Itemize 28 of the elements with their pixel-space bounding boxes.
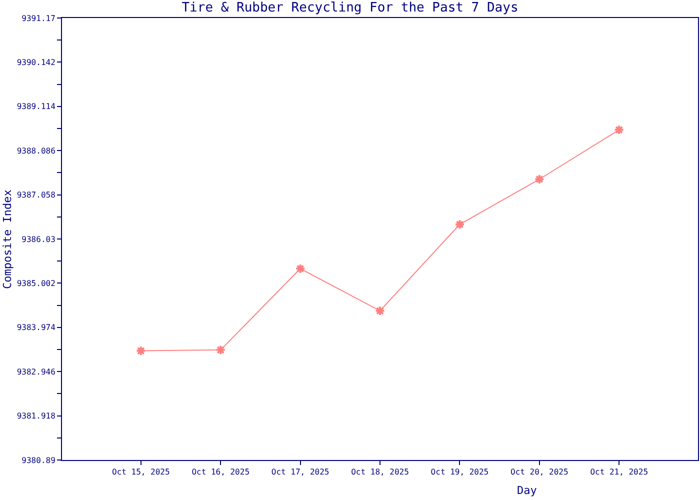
- y-tick-label: 9385.002: [16, 279, 56, 288]
- point: [614, 124, 624, 135]
- y-tick-label: 9381.918: [16, 412, 56, 421]
- point: [374, 306, 386, 316]
- point: [215, 344, 226, 356]
- x-tick-label: Oct 18, 2025: [351, 468, 410, 477]
- x-tick-label: Oct 20, 2025: [510, 468, 568, 477]
- x-tick-label: Oct 19, 2025: [430, 468, 489, 477]
- y-axis-title: Composite Index: [1, 189, 14, 289]
- x-tick-label: Oct 16, 2025: [192, 468, 250, 477]
- point: [454, 219, 465, 230]
- y-tick-label: 9391.17: [22, 14, 56, 23]
- y-tick-label: 9382.946: [16, 367, 56, 376]
- y-tick-label: 9387.058: [16, 190, 56, 200]
- x-tick-label: Oct 21, 2025: [590, 468, 648, 477]
- x-axis-title: Day: [517, 484, 538, 497]
- x-tick-label: Oct 17, 2025: [271, 468, 330, 477]
- y-tick-label: 9390.142: [16, 58, 56, 67]
- y-tick-label: 9380.89: [22, 456, 56, 465]
- x-tick-label: Oct 15, 2025: [112, 468, 170, 477]
- point: [295, 263, 306, 274]
- chart-title: Tire & Rubber Recycling For the Past 7 Days: [182, 0, 518, 16]
- y-tick-label: 9383.974: [16, 323, 56, 332]
- point: [534, 174, 545, 184]
- y-tick-label: 9389.114: [16, 102, 56, 112]
- y-tick-label: 9386.03: [22, 234, 56, 244]
- y-tick-label: 9388.086: [16, 146, 56, 156]
- point: [136, 346, 146, 356]
